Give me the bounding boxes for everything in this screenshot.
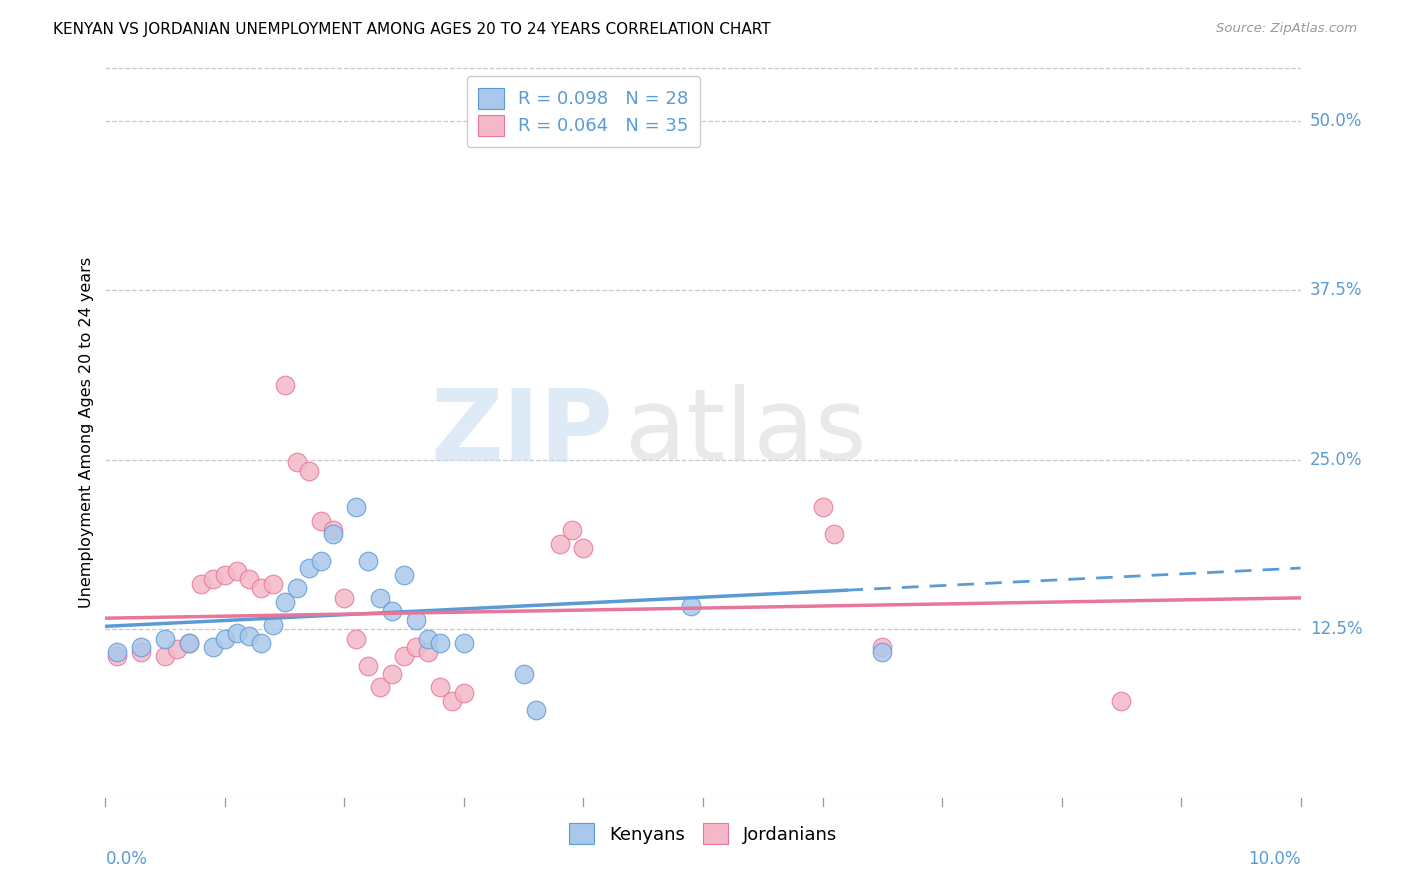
Point — [418, 645, 440, 659]
Point — [548, 537, 571, 551]
Point — [405, 613, 427, 627]
Point — [394, 567, 416, 582]
Point — [453, 635, 475, 649]
Point — [405, 640, 427, 654]
Point — [285, 455, 308, 469]
Point — [250, 582, 273, 596]
Point — [177, 635, 201, 649]
Text: Source: ZipAtlas.com: Source: ZipAtlas.com — [1216, 22, 1357, 36]
Point — [225, 564, 249, 578]
Point — [346, 500, 368, 515]
Point — [681, 599, 703, 613]
Point — [394, 649, 416, 664]
Point — [202, 640, 225, 654]
Point — [429, 680, 451, 694]
Point — [262, 618, 284, 632]
Point — [177, 635, 201, 649]
Point — [285, 582, 308, 596]
Point — [321, 527, 344, 541]
Text: atlas: atlas — [626, 384, 868, 481]
Point — [872, 645, 894, 659]
Legend: Kenyans, Jordanians: Kenyans, Jordanians — [562, 816, 844, 852]
Point — [238, 629, 260, 643]
Point — [129, 640, 153, 654]
Point — [166, 642, 188, 657]
Point — [225, 626, 249, 640]
Text: 50.0%: 50.0% — [1310, 112, 1362, 130]
Point — [811, 500, 834, 515]
Y-axis label: Unemployment Among Ages 20 to 24 years: Unemployment Among Ages 20 to 24 years — [79, 257, 94, 608]
Point — [824, 527, 846, 541]
Point — [155, 649, 177, 664]
Point — [250, 635, 273, 649]
Point — [357, 554, 380, 568]
Text: KENYAN VS JORDANIAN UNEMPLOYMENT AMONG AGES 20 TO 24 YEARS CORRELATION CHART: KENYAN VS JORDANIAN UNEMPLOYMENT AMONG A… — [53, 22, 770, 37]
Point — [1111, 694, 1133, 708]
Point — [298, 464, 321, 478]
Point — [381, 604, 404, 618]
Point — [321, 523, 344, 537]
Point — [129, 645, 153, 659]
Text: 0.0%: 0.0% — [105, 850, 148, 868]
Point — [346, 632, 368, 646]
Point — [441, 694, 464, 708]
Point — [298, 561, 321, 575]
Point — [429, 635, 451, 649]
Text: ZIP: ZIP — [430, 384, 613, 481]
Point — [273, 378, 295, 392]
Point — [273, 595, 295, 609]
Point — [368, 591, 391, 605]
Text: 12.5%: 12.5% — [1310, 620, 1362, 638]
Point — [309, 514, 332, 528]
Point — [214, 632, 236, 646]
Point — [513, 666, 536, 681]
Text: 37.5%: 37.5% — [1310, 281, 1362, 300]
Text: 25.0%: 25.0% — [1310, 450, 1362, 468]
Point — [368, 680, 391, 694]
Point — [190, 577, 212, 591]
Point — [214, 567, 236, 582]
Point — [107, 645, 129, 659]
Point — [560, 523, 583, 537]
Point — [333, 591, 356, 605]
Point — [357, 658, 380, 673]
Point — [418, 632, 440, 646]
Point — [262, 577, 284, 591]
Point — [238, 572, 260, 586]
Point — [107, 649, 129, 664]
Point — [381, 666, 404, 681]
Point — [155, 632, 177, 646]
Point — [524, 703, 547, 717]
Point — [572, 541, 595, 555]
Point — [309, 554, 332, 568]
Point — [453, 686, 475, 700]
Point — [872, 640, 894, 654]
Point — [202, 572, 225, 586]
Text: 10.0%: 10.0% — [1249, 850, 1301, 868]
